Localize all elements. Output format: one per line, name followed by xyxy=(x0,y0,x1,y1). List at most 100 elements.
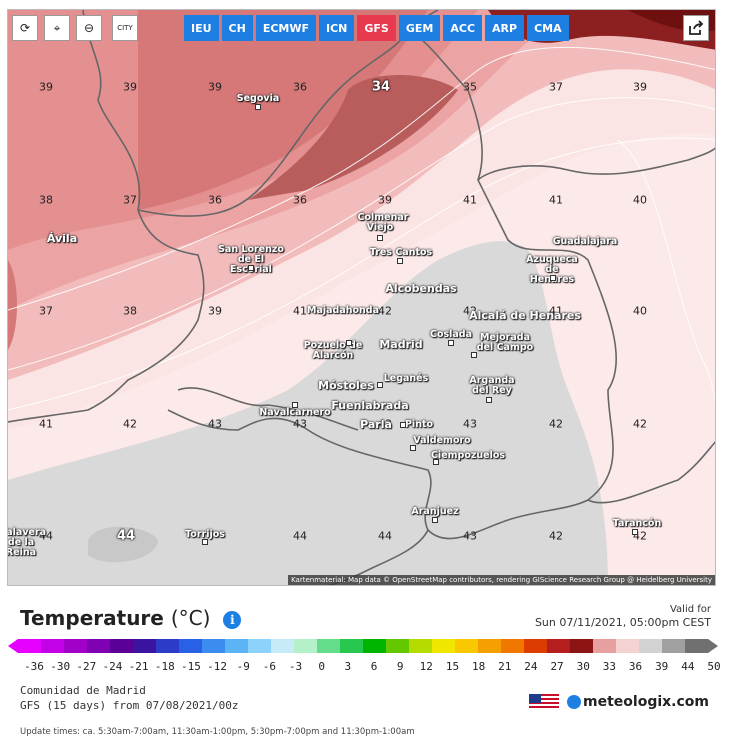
scale-swatch xyxy=(202,639,226,653)
scale-swatch xyxy=(685,639,709,653)
city-marker xyxy=(410,445,416,451)
globe-icon xyxy=(567,695,582,709)
map-value: 43 xyxy=(378,417,392,431)
map-value: 44 xyxy=(293,529,307,543)
city-pinto: Pinto xyxy=(404,419,434,430)
map-value: 34 xyxy=(371,79,391,95)
city-avila: Ávila xyxy=(46,232,78,245)
map-value: 38 xyxy=(123,304,137,318)
city-marker xyxy=(202,539,208,545)
scale-swatch xyxy=(271,639,295,653)
scale-tick: -27 xyxy=(76,660,97,673)
map-value: 38 xyxy=(39,193,53,207)
color-scale xyxy=(8,639,718,653)
city-arganda: Arganda del Rey xyxy=(469,375,515,396)
city-fuenlabrada: Fuenlabrada xyxy=(331,399,409,412)
city-marker xyxy=(433,459,439,465)
map-pin-icon[interactable]: ⌖ xyxy=(44,15,70,41)
brand[interactable]: meteologix.com xyxy=(529,694,709,710)
legend-title-text: Temperature xyxy=(20,606,164,630)
map-value: 44 xyxy=(116,528,136,544)
scale-swatch xyxy=(64,639,88,653)
scale-tick: -24 xyxy=(102,660,123,673)
scale-swatch xyxy=(110,639,134,653)
scale-tick: 30 xyxy=(576,660,590,673)
city-majadahonda: Majadahonda xyxy=(306,305,380,316)
scale-tick: 50 xyxy=(707,660,721,673)
scale-tick: -30 xyxy=(50,660,71,673)
scale-tick: 0 xyxy=(318,660,325,673)
temperature-field xyxy=(8,10,715,585)
map-value: 44 xyxy=(378,529,392,543)
map-value: 42 xyxy=(378,304,392,318)
scale-tick: 33 xyxy=(602,660,616,673)
city-marker xyxy=(255,104,261,110)
scale-swatch xyxy=(317,639,341,653)
scale-swatch xyxy=(570,639,594,653)
city-mejorada: Mejorada del Campo xyxy=(476,332,534,353)
city-valdemoro: Valdemoro xyxy=(413,435,471,446)
city-mostoles: Móstoles xyxy=(318,379,374,392)
map-value: 40 xyxy=(633,304,647,318)
scale-swatch xyxy=(133,639,157,653)
map-value: 42 xyxy=(549,417,563,431)
share-icon[interactable] xyxy=(683,15,709,41)
info-icon[interactable]: i xyxy=(223,610,242,629)
city-marker xyxy=(432,517,438,523)
model-button-icn[interactable]: ICN xyxy=(319,15,355,41)
zoom-out-icon[interactable]: ⊖ xyxy=(76,15,102,41)
scale-swatch xyxy=(662,639,686,653)
map-value: 43 xyxy=(463,417,477,431)
legend-unit: (°C) xyxy=(170,606,211,630)
city-marker xyxy=(292,402,298,408)
us-flag-icon xyxy=(529,694,560,710)
model-button-ieu[interactable]: IEU xyxy=(184,15,219,41)
map-value: 36 xyxy=(208,193,222,207)
map-value: 36 xyxy=(293,193,307,207)
scale-tick: 12 xyxy=(419,660,433,673)
scale-swatch xyxy=(478,639,502,653)
scale-tick: -15 xyxy=(180,660,201,673)
reload-icon[interactable]: ⟳ xyxy=(12,15,38,41)
scale-swatch xyxy=(593,639,617,653)
weather-map[interactable]: ⟳ ⌖ ⊖ CITY IEU CH ECMWF ICN GFS GEM ACC … xyxy=(7,9,716,586)
scale-swatch xyxy=(501,639,525,653)
map-value: 37 xyxy=(549,80,563,94)
scale-swatch xyxy=(18,639,42,653)
map-value: 39 xyxy=(39,80,53,94)
model-button-acc[interactable]: ACC xyxy=(443,15,483,41)
model-button-gfs[interactable]: GFS xyxy=(357,15,396,41)
valid-label: Valid for xyxy=(669,604,711,615)
model-button-ch[interactable]: CH xyxy=(221,15,253,41)
update-times: Update times: ca. 5:30am-7:00am, 11:30am… xyxy=(20,727,415,737)
model-button-cma[interactable]: CMA xyxy=(527,15,569,41)
map-value: 43 xyxy=(293,417,307,431)
city-marker xyxy=(550,275,556,281)
scale-tick: -9 xyxy=(236,660,250,673)
model-button-ecmwf[interactable]: ECMWF xyxy=(255,15,317,41)
map-value: 42 xyxy=(123,417,137,431)
scale-tick: -36 xyxy=(24,660,44,673)
scale-tick: 36 xyxy=(628,660,643,673)
city-toggle-button[interactable]: CITY xyxy=(112,15,138,41)
scale-tick: -12 xyxy=(207,660,227,673)
scale-swatch xyxy=(363,639,387,653)
map-value: 36 xyxy=(293,80,307,94)
map-value: 39 xyxy=(208,304,222,318)
scale-tick: 6 xyxy=(370,660,378,673)
city-tarancon: Tarancón xyxy=(612,518,662,529)
scale-swatch xyxy=(616,639,640,653)
map-value: 42 xyxy=(463,304,477,318)
model-button-arp[interactable]: ARP xyxy=(485,15,525,41)
scale-tick: 39 xyxy=(655,660,669,673)
model-button-gem[interactable]: GEM xyxy=(398,15,441,41)
city-marker xyxy=(346,340,352,346)
scale-swatch xyxy=(386,639,410,653)
map-value: 37 xyxy=(123,193,137,207)
city-madrid: Madrid xyxy=(379,338,423,351)
city-colmenar-viejo: Colmenar Viejo xyxy=(357,212,409,233)
scale-swatch xyxy=(639,639,663,653)
map-value: 41 xyxy=(293,304,307,318)
city-guadalajara: Guadalajara xyxy=(552,236,618,247)
city-marker xyxy=(397,258,403,264)
